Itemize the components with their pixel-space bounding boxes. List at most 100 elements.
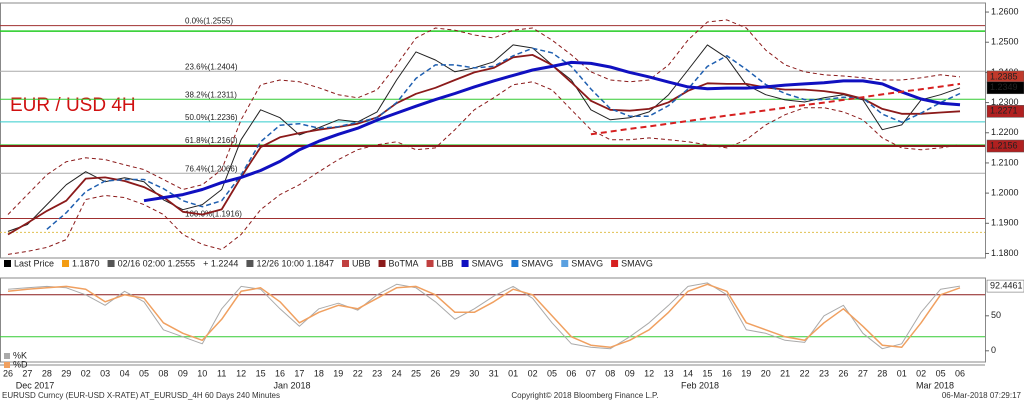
oscillator-panel — [0, 277, 986, 363]
month-label: Feb 2018 — [681, 380, 719, 390]
series-line — [143, 60, 961, 203]
fib-label: 0.0%(1.2555) — [185, 17, 233, 26]
x-tick-label: 29 — [450, 368, 460, 378]
x-tick-label: 11 — [217, 368, 226, 378]
legend-label: SMAVG — [621, 258, 653, 268]
x-tick-label: 02 — [81, 368, 91, 378]
x-tick-label: 22 — [353, 368, 363, 378]
x-tick-label: 26 — [3, 368, 13, 378]
legend-swatch — [342, 260, 350, 267]
y-tick-label: 1.2000 — [991, 187, 1019, 197]
x-tick-label: 23 — [372, 368, 382, 378]
x-tick-label: 15 — [702, 368, 712, 378]
series-line — [7, 44, 961, 232]
x-tick-label: 31 — [489, 368, 499, 378]
y-tick-label: 1.2600 — [991, 6, 1019, 16]
value-box — [986, 139, 1024, 153]
x-tick-label: 01 — [508, 368, 518, 378]
y-tick-label: 1.2200 — [991, 127, 1019, 137]
y-tick-label: 1.2100 — [991, 157, 1019, 167]
value-box — [986, 279, 1024, 293]
y-tick-label: 0 — [991, 345, 996, 355]
x-tick-label: 02 — [916, 368, 926, 378]
value-box-label: 1.2156 — [990, 140, 1018, 150]
x-tick-label: 17 — [294, 368, 304, 378]
x-tick-label: 19 — [741, 368, 751, 378]
fib-label: 50.0%(1.2236) — [185, 113, 238, 122]
legend-label: %K — [13, 350, 27, 360]
y-tick-label: 1.2300 — [991, 97, 1019, 107]
x-tick-label: 26 — [838, 368, 848, 378]
legend-swatch — [511, 260, 519, 267]
legend-swatch — [62, 260, 70, 267]
y-tick-label: 1.1800 — [991, 248, 1019, 258]
legend-swatch — [4, 260, 11, 267]
x-tick-label: 09 — [625, 368, 635, 378]
month-label: Dec 2017 — [16, 380, 55, 390]
x-tick-label: 15 — [256, 368, 266, 378]
legend-label: SMAVG — [571, 258, 603, 268]
footer-copyright: Copyright© 2018 Bloomberg Finance L.P. — [511, 391, 658, 400]
x-tick-label: 14 — [683, 368, 693, 378]
x-tick-label: 13 — [664, 368, 674, 378]
x-tick-label: 27 — [858, 368, 868, 378]
month-label: Jan 2018 — [273, 380, 310, 390]
legend-swatch — [246, 260, 254, 267]
x-tick-label: 28 — [877, 368, 887, 378]
x-tick-label: 04 — [120, 368, 130, 378]
value-box-label: 92.4461 — [990, 280, 1023, 290]
x-tick-label: 21 — [780, 368, 790, 378]
fib-label: 76.4%(1.2066) — [185, 164, 238, 173]
legend-label: 02/16 02:00 1.2555 — [118, 258, 196, 268]
fib-label: 61.8%(1.2160) — [185, 136, 238, 145]
x-tick-label: 27 — [22, 368, 32, 378]
x-tick-label: 25 — [411, 368, 421, 378]
footer-timestamp: 06-Mar-2018 07:29:17 — [942, 391, 1022, 400]
x-tick-label: 12 — [644, 368, 654, 378]
legend-label: Last Price — [14, 258, 54, 268]
value-box-label: 1.2349 — [990, 82, 1018, 92]
fib-label: 38.2%(1.2311) — [185, 90, 237, 99]
legend-label: %D — [13, 359, 28, 369]
x-tick-label: 06 — [955, 368, 965, 378]
x-tick-label: 29 — [61, 368, 71, 378]
x-tick-label: 16 — [275, 368, 285, 378]
y-tick-label: 50 — [991, 310, 1001, 320]
legend-swatch — [378, 260, 386, 267]
legend-swatch — [461, 260, 469, 267]
series-line — [7, 81, 961, 255]
fib-label: 100.0%(1.1916) — [185, 210, 242, 219]
month-label: Mar 2018 — [916, 380, 954, 390]
legend-label: SMAVG — [521, 258, 553, 268]
x-tick-label: 02 — [528, 368, 538, 378]
x-tick-label: 08 — [158, 368, 168, 378]
legend-label: 1.1870 — [72, 258, 100, 268]
legend-label: UBB — [352, 258, 371, 268]
chart-title: EUR / USD 4H — [10, 95, 136, 116]
legend-swatch — [426, 260, 434, 267]
fib-label: 23.6%(1.2404) — [185, 62, 238, 71]
x-tick-label: 07 — [586, 368, 596, 378]
legend-swatch — [4, 353, 10, 359]
x-tick-label: 05 — [547, 368, 557, 378]
value-box-label: 1.2271 — [990, 106, 1018, 116]
legend-label: 12/26 10:00 1.1847 — [256, 258, 334, 268]
legend-swatch — [4, 362, 10, 368]
x-tick-label: 03 — [100, 368, 110, 378]
x-tick-label: 05 — [936, 368, 946, 378]
x-tick-label: 24 — [392, 368, 402, 378]
legend-swatch — [107, 260, 115, 267]
price-panel — [0, 2, 986, 259]
value-box-label: 1.2385 — [990, 71, 1018, 81]
x-tick-label: 19 — [333, 368, 343, 378]
x-tick-label: 05 — [139, 368, 149, 378]
value-box — [986, 81, 1024, 95]
x-tick-label: 26 — [430, 368, 440, 378]
legend-label: + 1.2244 — [203, 258, 238, 268]
x-tick-label: 16 — [722, 368, 732, 378]
series-line — [7, 283, 961, 349]
x-tick-label: 06 — [566, 368, 576, 378]
x-tick-label: 09 — [178, 368, 188, 378]
